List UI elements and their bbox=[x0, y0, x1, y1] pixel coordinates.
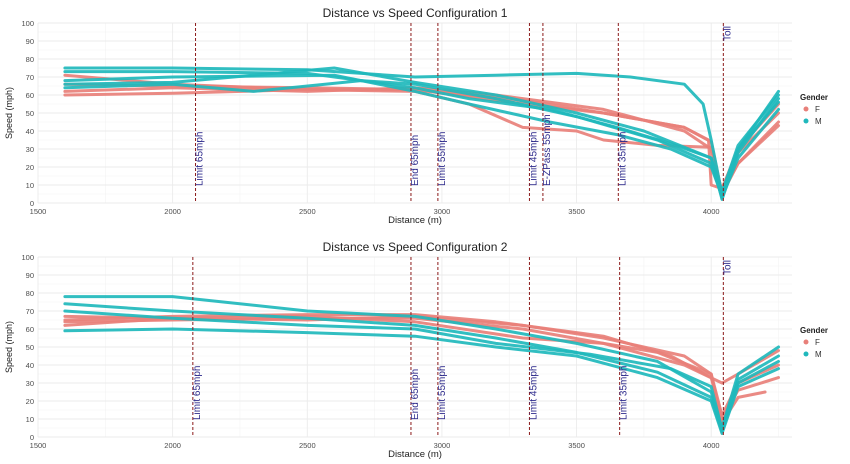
x-tick-label: 4000 bbox=[703, 441, 720, 450]
y-tick-label: 60 bbox=[26, 91, 34, 100]
series-line-F bbox=[63, 82, 780, 191]
series-line-F bbox=[63, 316, 780, 385]
y-tick-label: 30 bbox=[26, 379, 34, 388]
legend-swatch-F bbox=[803, 339, 809, 345]
chart-panel-1: Distance vs Speed Configuration 1 0 10 20 30… bbox=[4, 6, 828, 226]
legend-label-F: F bbox=[815, 338, 820, 347]
y-tick-label: 50 bbox=[26, 343, 34, 352]
legend-label-F: F bbox=[815, 105, 820, 114]
y-tick-label: 90 bbox=[26, 37, 34, 46]
markers: Limit 65mph End 65mph Limit 55mph Limit 45m… bbox=[195, 23, 733, 203]
marker-label: Limit 55mph bbox=[437, 132, 448, 186]
marker-label: Limit 55mph bbox=[437, 366, 448, 420]
legend-swatch-M bbox=[803, 118, 809, 124]
y-axis-label: Speed (mph) bbox=[4, 321, 14, 373]
legend-title: Gender bbox=[800, 326, 828, 335]
marker-label: Limit 45mph bbox=[528, 366, 539, 420]
y-tick-label: 10 bbox=[26, 415, 34, 424]
x-tick-label: 3500 bbox=[568, 207, 585, 216]
legend-label-M: M bbox=[815, 117, 822, 126]
x-tick-label: 1500 bbox=[30, 441, 47, 450]
y-tick-label: 0 bbox=[30, 199, 34, 208]
x-tick-label: 1500 bbox=[30, 207, 47, 216]
y-tick-label: 70 bbox=[26, 307, 34, 316]
x-tick-label: 2000 bbox=[164, 207, 181, 216]
y-tick-label: 20 bbox=[26, 163, 34, 172]
y-tick-label: 40 bbox=[26, 127, 34, 136]
x-tick-label: 2500 bbox=[299, 207, 316, 216]
data-series bbox=[63, 66, 780, 201]
chart-panel-2: Distance vs Speed Configuration 2 0 10 20 30… bbox=[4, 240, 828, 460]
markers: Limit 65mph End 65mph Limit 55mph Limit 45m… bbox=[192, 257, 733, 437]
y-tick-label: 20 bbox=[26, 397, 34, 406]
x-tick-label: 3500 bbox=[568, 441, 585, 450]
y-tick-label: 10 bbox=[26, 181, 34, 190]
legend-label-M: M bbox=[815, 350, 822, 359]
y-tick-label: 60 bbox=[26, 325, 34, 334]
data-series bbox=[63, 295, 780, 435]
chart-title: Distance vs Speed Configuration 1 bbox=[323, 6, 508, 20]
y-tick-label: 100 bbox=[21, 253, 34, 262]
x-axis-label: Distance (m) bbox=[388, 449, 442, 460]
legend-swatch-M bbox=[803, 351, 809, 357]
x-tick-label: 4000 bbox=[703, 207, 720, 216]
marker-label: Limit 35mph bbox=[619, 366, 630, 420]
x-tick-label: 2500 bbox=[299, 441, 316, 450]
x-tick-label: 3000 bbox=[434, 441, 451, 450]
marker-label: Limit 65mph bbox=[192, 366, 203, 420]
legend-title: Gender bbox=[800, 93, 828, 102]
y-tick-label: 40 bbox=[26, 361, 34, 370]
x-axis-label: Distance (m) bbox=[388, 215, 442, 226]
series-line-M bbox=[63, 309, 780, 432]
marker-label: Limit 35mph bbox=[617, 132, 628, 186]
legend: Gender FM bbox=[800, 93, 828, 126]
y-tick-label: 80 bbox=[26, 289, 34, 298]
x-tick-label: 2000 bbox=[164, 441, 181, 450]
y-tick-label: 80 bbox=[26, 55, 34, 64]
legend-swatch-F bbox=[803, 106, 809, 112]
chart-title: Distance vs Speed Configuration 2 bbox=[323, 240, 508, 254]
marker-label: End 65mph bbox=[410, 135, 421, 186]
y-tick-label: 100 bbox=[21, 19, 34, 28]
y-tick-label: 0 bbox=[30, 433, 34, 442]
legend: Gender FM bbox=[800, 326, 828, 359]
marker-label: E-ZPass 55mph bbox=[542, 114, 553, 186]
marker-label: Limit 45mph bbox=[528, 132, 539, 186]
y-axis-label: Speed (mph) bbox=[4, 87, 14, 139]
series-line-M bbox=[63, 327, 780, 435]
marker-label: End 65mph bbox=[410, 369, 421, 420]
y-tick-label: 50 bbox=[26, 109, 34, 118]
y-tick-label: 30 bbox=[26, 145, 34, 154]
y-tick-label: 90 bbox=[26, 271, 34, 280]
y-tick-label: 70 bbox=[26, 73, 34, 82]
x-tick-label: 3000 bbox=[434, 207, 451, 216]
marker-label: Toll bbox=[722, 26, 733, 41]
marker-label: Toll bbox=[722, 260, 733, 275]
series-line-M bbox=[63, 66, 780, 194]
series-line-M bbox=[63, 79, 780, 200]
marker-label: Limit 65mph bbox=[195, 132, 206, 186]
